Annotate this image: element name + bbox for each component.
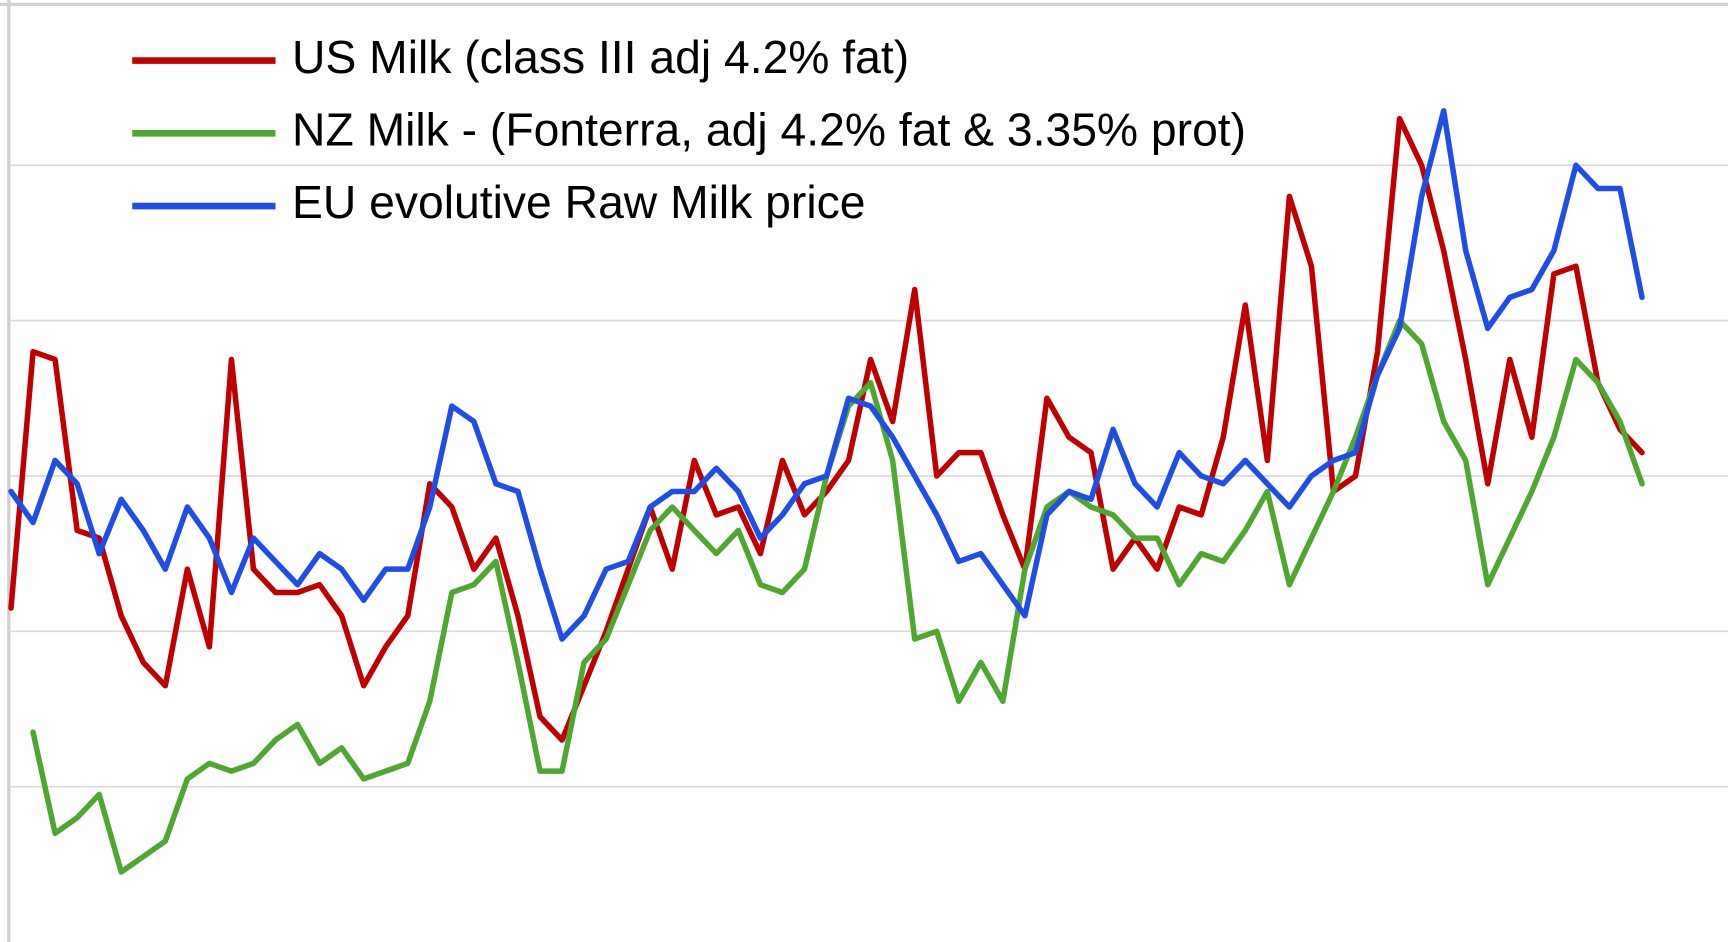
legend-label: NZ Milk - (Fonterra, adj 4.2% fat & 3.35… — [292, 104, 1246, 156]
legend-label: EU evolutive Raw Milk price — [292, 176, 865, 228]
series-line — [30, 317, 1645, 875]
plot — [8, 108, 1645, 875]
legend: US Milk (class III adj 4.2% fat) NZ Milk … — [132, 31, 1246, 228]
grid — [11, 164, 1728, 788]
series-line — [8, 108, 1645, 642]
legend-label: US Milk (class III adj 4.2% fat) — [292, 31, 909, 83]
